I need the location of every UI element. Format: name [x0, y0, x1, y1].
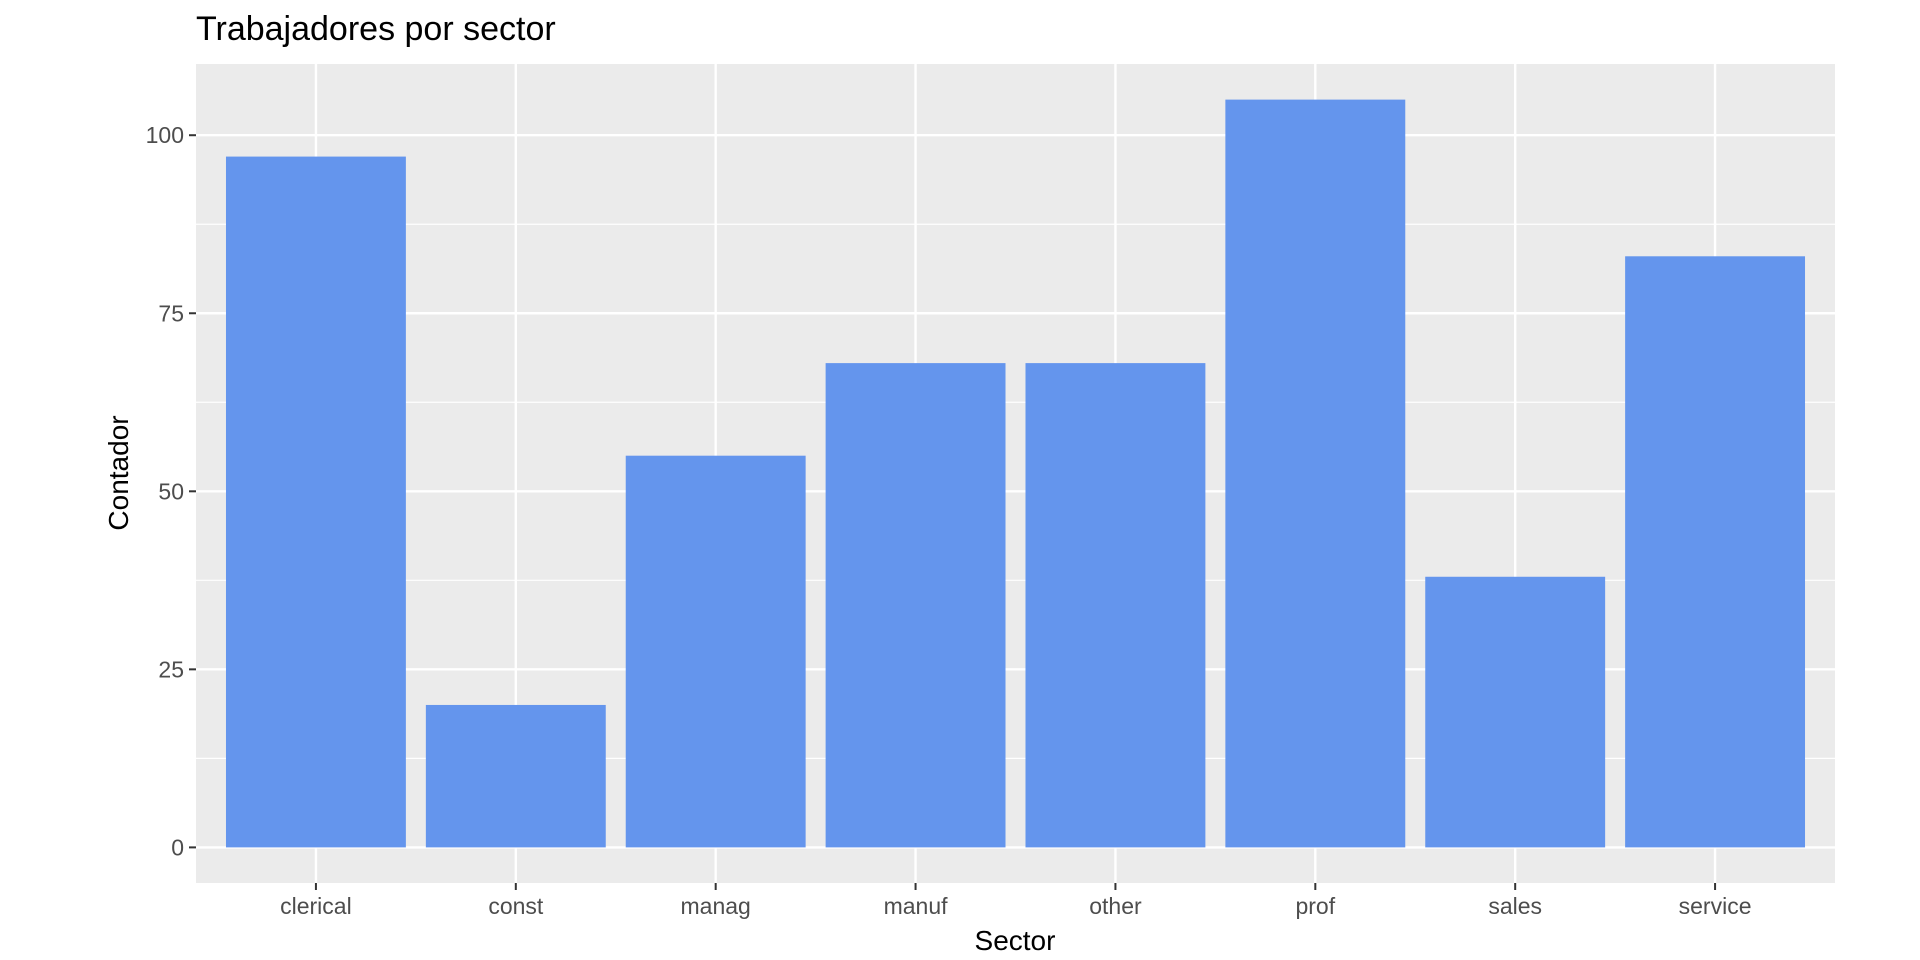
y-tick-label: 75 [158, 300, 184, 326]
x-axis: clerical const manag manuf other prof sales ser… [280, 883, 1752, 919]
x-tick-label: prof [1295, 893, 1335, 919]
chart-title: Trabajadores por sector [196, 10, 556, 48]
bar-service [1625, 256, 1806, 848]
y-tick-label: 25 [158, 656, 184, 682]
y-tick-label: 100 [146, 122, 184, 148]
bar-other [1025, 363, 1206, 848]
x-tick-label: manuf [884, 893, 949, 919]
y-axis: 0 25 50 75 100 [146, 122, 196, 860]
x-tick-label: service [1679, 893, 1752, 919]
x-tick-label: clerical [280, 893, 352, 919]
y-axis-title: Contador [103, 415, 134, 530]
x-axis-title: Sector [975, 925, 1056, 956]
bar-sales [1425, 576, 1606, 848]
bar-manuf [825, 363, 1006, 848]
x-tick-label: sales [1488, 893, 1542, 919]
x-tick-label: manag [681, 893, 751, 919]
bars [225, 99, 1806, 848]
bar-prof [1225, 99, 1406, 848]
bar-const [425, 704, 606, 848]
x-tick-label: other [1089, 893, 1142, 919]
bar-manag [625, 455, 806, 848]
y-tick-label: 50 [158, 478, 184, 504]
x-tick-label: const [488, 893, 544, 919]
y-tick-label: 0 [171, 834, 184, 860]
bar-clerical [225, 156, 406, 848]
